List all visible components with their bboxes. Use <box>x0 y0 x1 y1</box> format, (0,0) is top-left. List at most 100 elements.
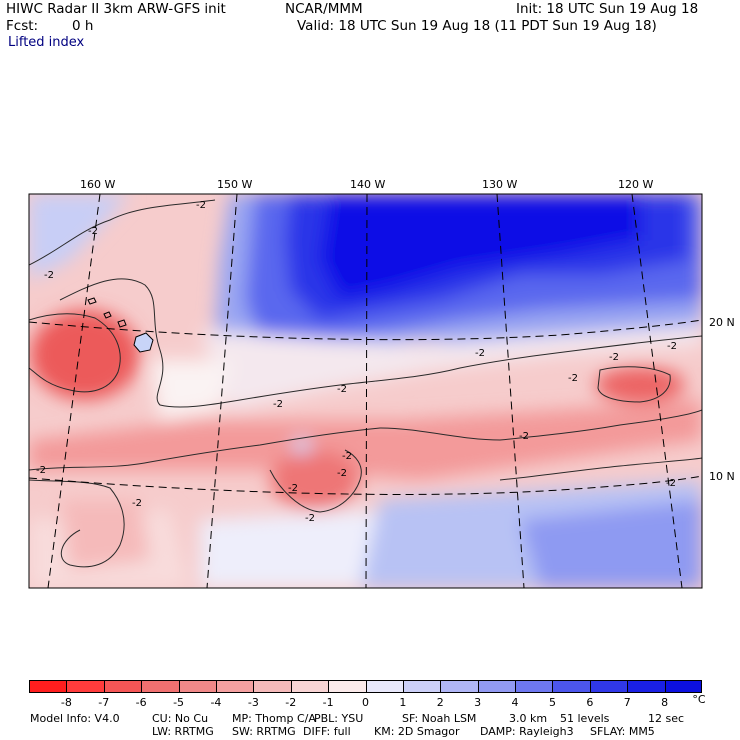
colorbar-swatch <box>29 680 67 693</box>
model-info-1-item: SF: Noah LSM <box>402 712 477 725</box>
colorbar-swatch <box>440 680 479 693</box>
lat-label-20n: 20 N <box>709 316 735 329</box>
contour-label: -2 <box>288 483 298 494</box>
colorbar-tick-mark <box>552 680 554 693</box>
colorbar-tick-mark <box>515 680 517 693</box>
colorbar-tick-mark <box>141 680 143 693</box>
colorbar-tick-label: 5 <box>548 696 556 709</box>
colorbar-swatch <box>178 680 217 693</box>
colorbar-tick-label: -5 <box>173 696 185 709</box>
contour-label: -2 <box>88 226 98 237</box>
colorbar-tick-mark <box>178 680 180 693</box>
model-info-2-item: DIFF: full <box>303 725 351 738</box>
contour-label: -2 <box>475 348 485 359</box>
contour-label: -2 <box>666 478 676 489</box>
model-info-1-item: CU: No Cu <box>152 712 209 725</box>
model-info-1-item: 51 levels <box>560 712 610 725</box>
colorbar-tick-label: 4 <box>511 696 519 709</box>
colorbar-swatch <box>627 680 666 693</box>
contour-label: -2 <box>273 399 283 410</box>
colorbar-swatch <box>253 680 292 693</box>
model-info-1-item: PBL: YSU <box>314 712 364 725</box>
colorbar-tick-label: -7 <box>98 696 110 709</box>
hawaiian-islands <box>87 297 154 353</box>
colorbar-swatch <box>103 680 142 693</box>
colorbar-swatch <box>664 680 703 693</box>
colorbar-swatch <box>477 680 516 693</box>
colorbar-tick-label: 0 <box>362 696 369 709</box>
colorbar-swatch <box>141 680 180 693</box>
colorbar-tick-mark <box>589 680 591 693</box>
colorbar-swatch <box>402 680 441 693</box>
colorbar-tick-mark <box>477 680 479 693</box>
contour-label: -2 <box>337 384 347 395</box>
colorbar-swatch <box>552 680 591 693</box>
contour-label: -2 <box>196 200 206 211</box>
colorbar-tick-mark <box>253 680 255 693</box>
colorbar-tick-mark <box>66 680 68 693</box>
colorbar-tick-mark <box>290 680 292 693</box>
colorbar-swatch <box>66 680 105 693</box>
contour-label: -2 <box>132 498 142 509</box>
chart-title: HIWC Radar II 3km ARW-GFS init <box>6 1 226 17</box>
colorbar-swatch <box>515 680 553 693</box>
contour-label: -2 <box>519 431 529 442</box>
contour-label: -2 <box>337 468 347 479</box>
contour-label: -2 <box>609 352 619 363</box>
lon-label-150w: 150 W <box>217 178 253 191</box>
colorbar-tick-label: 2 <box>436 696 444 709</box>
colorbar-tick-label: 6 <box>586 696 594 709</box>
colorbar-tick-label: 8 <box>661 696 669 709</box>
model-info-2-item: KM: 2D Smagor <box>374 725 460 738</box>
contour-labels: -2 -2 -2 -2 -2 -2 -2 -2 -2 -2 -2 -2 -2 -2 -2 -2 -2 <box>36 200 677 524</box>
colorbar-tick-label: 3 <box>474 696 482 709</box>
colorbar-tick-mark <box>215 680 217 693</box>
contour-label: -2 <box>342 451 352 462</box>
model-info-1-item: 12 sec <box>648 712 685 725</box>
model-info-1-item: Model Info: V4.0 <box>30 712 120 725</box>
lon-label-120w: 120 W <box>618 178 654 191</box>
colorbar-tick-mark <box>328 680 330 693</box>
field-name: Lifted index <box>8 35 85 50</box>
colorbar-tick-label: -3 <box>247 696 259 709</box>
colorbar-tick-mark <box>365 680 367 693</box>
contour-label: -2 <box>568 373 578 384</box>
colorbar-tick-label: 1 <box>399 696 407 709</box>
colorbar-tick-label: -8 <box>60 696 72 709</box>
contour-label: -2 <box>36 465 46 476</box>
source-label: NCAR/MMM <box>285 1 363 17</box>
colorbar-tick-label: -1 <box>322 696 334 709</box>
field-shading <box>29 194 702 588</box>
model-info-2-item: SFLAY: MM5 <box>590 725 655 738</box>
contour-lines <box>29 199 702 568</box>
lon-label-160w: 160 W <box>80 178 116 191</box>
colorbar-tick-label: 7 <box>623 696 631 709</box>
model-info-1-item: 3.0 km <box>509 712 548 725</box>
init-time: Init: 18 UTC Sun 19 Aug 18 <box>516 1 699 17</box>
colorbar-swatch <box>589 680 628 693</box>
colorbar-tick-mark <box>402 680 404 693</box>
colorbar-unit: °C <box>692 693 706 706</box>
colorbar-tick-mark <box>103 680 105 693</box>
valid-time: Valid: 18 UTC Sun 19 Aug 18 (11 PDT Sun … <box>297 18 657 34</box>
graticule <box>29 194 702 588</box>
model-info-2-item: SW: RRTMG <box>232 725 296 738</box>
model-info-1-item: MP: Thomp C/A <box>232 712 316 725</box>
colorbar-swatch <box>365 680 404 693</box>
colorbar-tick-mark <box>664 680 666 693</box>
contour-label: -2 <box>667 341 677 352</box>
colorbar-tick-label: -2 <box>285 696 297 709</box>
contour-label: -2 <box>305 513 315 524</box>
lon-label-140w: 140 W <box>350 178 386 191</box>
colorbar-swatch <box>290 680 329 693</box>
lat-label-10n: 10 N <box>709 470 735 483</box>
contour-label: -2 <box>44 270 54 281</box>
map-frame <box>28 193 703 589</box>
colorbar-swatch <box>328 680 366 693</box>
colorbar-tick-label: -6 <box>135 696 147 709</box>
model-info-2-item: LW: RRTMG <box>152 725 214 738</box>
forecast-hour: 0 h <box>72 18 94 34</box>
colorbar-tick-mark <box>627 680 629 693</box>
colorbar-tick-mark <box>440 680 442 693</box>
